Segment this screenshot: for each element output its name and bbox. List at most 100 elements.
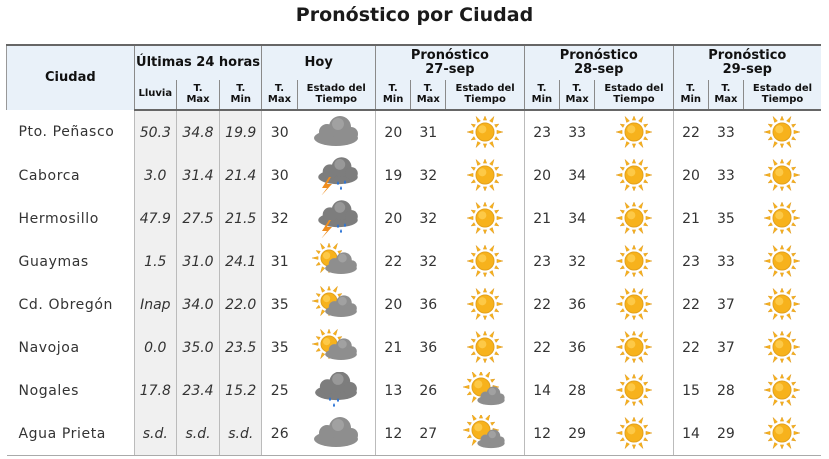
tmin-24h-value: 15.2: [219, 369, 262, 412]
day-1-label: Pronóstico: [410, 48, 489, 64]
hoy-tmax-value: 31: [261, 240, 298, 283]
sun-icon: [744, 154, 821, 197]
sun-icon: [595, 197, 673, 240]
partly-cloudy-icon: [312, 328, 357, 360]
d3-tmin-value: 22: [672, 110, 709, 154]
sun-icon: [595, 326, 673, 369]
header-day-2: Pronóstico 28-sep: [523, 44, 674, 80]
sun-icon: [744, 369, 821, 412]
city-name: Caborca: [18, 167, 81, 184]
table-row: Agua Prieta s.d. s.d. s.d. 26 12 27 12 2…: [6, 412, 821, 456]
d2-tmax-value: 33: [568, 124, 587, 141]
table-row: Cd. Obregón Inap 34.0 22.0 35 20 36 22 3…: [7, 283, 822, 326]
hoy-tmax-value: 35: [261, 326, 298, 369]
sun-icon: [763, 372, 802, 407]
tmax-24h-value: 31.4: [175, 154, 220, 197]
sub-tmax-hoy: T. Max: [261, 80, 298, 111]
d2-tmin-value: 22: [523, 326, 560, 369]
sub-tmin-d3: T. Min: [672, 80, 709, 111]
sub-tmax-24h: T. Max: [175, 80, 220, 111]
d3-tmin-value: 20: [672, 154, 709, 197]
table-row: Caborca 3.0 31.4 21.4 30 19 32 20 34 20 …: [7, 154, 822, 197]
d2-tmin-value: 23: [523, 110, 560, 154]
sun-icon: [744, 326, 821, 369]
sub-tmax-d1: T. Max: [410, 80, 446, 111]
sub-tmin-d2: T. Min: [523, 80, 560, 111]
table-row: Nogales 17.8 23.4 15.2 25 13 26 14 28 15…: [7, 369, 822, 412]
lluvia-value: 0.0: [133, 326, 177, 369]
city-name: Pto. Peñasco: [18, 124, 115, 140]
rain-icon: [297, 369, 375, 412]
thunderstorm-icon: [297, 197, 375, 240]
tmin-24h-value: 24.1: [219, 240, 262, 283]
d1-tmax-value: 31: [419, 124, 438, 141]
thunderstorm-icon: [297, 154, 375, 197]
d3-tmin-value: 22: [672, 283, 709, 326]
d1-tmin-value: 13: [374, 369, 411, 412]
d3-tmin-value: 22: [672, 326, 709, 369]
sun-icon: [466, 114, 504, 149]
hoy-tmax-value: 25: [261, 369, 298, 412]
lluvia-value: 17.8: [133, 369, 177, 412]
sun-icon: [614, 329, 653, 364]
d1-tmin-value: 12: [374, 412, 411, 456]
sun-icon: [763, 114, 802, 149]
city-name: Hermosillo: [18, 210, 99, 227]
d2-tmax-value: 36: [568, 339, 587, 356]
d3-tmin-value: 15: [672, 369, 709, 412]
sun-icon: [744, 283, 821, 326]
sun-icon: [744, 197, 821, 240]
cloudy-icon: [314, 416, 359, 447]
city-name: Agua Prieta: [6, 412, 135, 456]
sun-icon: [614, 372, 653, 407]
sub-tmin-d1: T. Min: [374, 80, 411, 111]
d3-tmin-value: 14: [672, 412, 709, 456]
sun-icon: [763, 243, 802, 278]
sun-icon: [466, 243, 504, 278]
d3-tmax-value: 37: [717, 296, 735, 313]
d1-tmax-value: 36: [419, 339, 438, 356]
d2-tmin-value: 21: [523, 197, 560, 240]
d1-tmax-value: 32: [419, 253, 438, 270]
header-day-3: Pronóstico 29-sep: [672, 44, 821, 80]
tmin-24h-value: 21.5: [219, 197, 262, 240]
d1-tmin-value: 22: [374, 240, 411, 283]
tmin-24h-value: 21.4: [219, 154, 262, 197]
sub-estado-d2: Estado del Tiempo: [594, 80, 674, 111]
sun-icon: [614, 157, 653, 192]
sun-icon: [763, 286, 802, 321]
d2-tmin-value: 12: [523, 412, 560, 456]
tmax-24h-value: 34.8: [175, 110, 220, 154]
lluvia-value: 1.5: [133, 240, 177, 283]
rain-icon: [315, 371, 357, 407]
city-name: Navojoa: [18, 339, 80, 356]
d3-tmin-value: 21: [672, 197, 709, 240]
d1-tmin-value: 19: [374, 154, 411, 197]
tmax-24h-value: 31.0: [175, 240, 220, 283]
d2-tmax-value: 29: [559, 412, 595, 456]
d2-tmin-value: 14: [523, 369, 560, 412]
sun-icon: [763, 415, 802, 450]
sun-cloud-icon: [462, 371, 505, 405]
hoy-tmax-value: 30: [261, 110, 298, 154]
d3-tmax-value: 37: [717, 339, 735, 356]
d2-tmin-value: 22: [523, 283, 560, 326]
sub-estado-d3: Estado del Tiempo: [743, 80, 821, 111]
table-row: Guaymas 1.5 31.0 24.1 31 22 32 23 32 23 …: [7, 240, 822, 283]
d2-tmax-value: 28: [568, 382, 587, 399]
table-row: Pto. Peñasco 50.3 34.8 19.9 30 20 31 23 …: [7, 110, 822, 154]
thunderstorm-icon: [318, 156, 358, 195]
d3-tmin-value: 23: [672, 240, 709, 283]
sun-icon: [595, 110, 673, 154]
sun-icon: [594, 412, 674, 456]
sun-icon: [595, 240, 673, 283]
sun-icon: [614, 114, 653, 149]
forecast-table: Ciudad Últimas 24 horas Hoy Pronóstico 27…: [6, 44, 821, 456]
day-2-date: 28-sep: [574, 62, 624, 77]
sun-icon: [743, 412, 821, 456]
sun-icon: [614, 200, 653, 235]
sun-icon: [614, 243, 653, 278]
day-3-date: 29-sep: [722, 62, 772, 77]
sun-icon: [466, 286, 504, 321]
sun-cloud-icon: [445, 412, 525, 456]
